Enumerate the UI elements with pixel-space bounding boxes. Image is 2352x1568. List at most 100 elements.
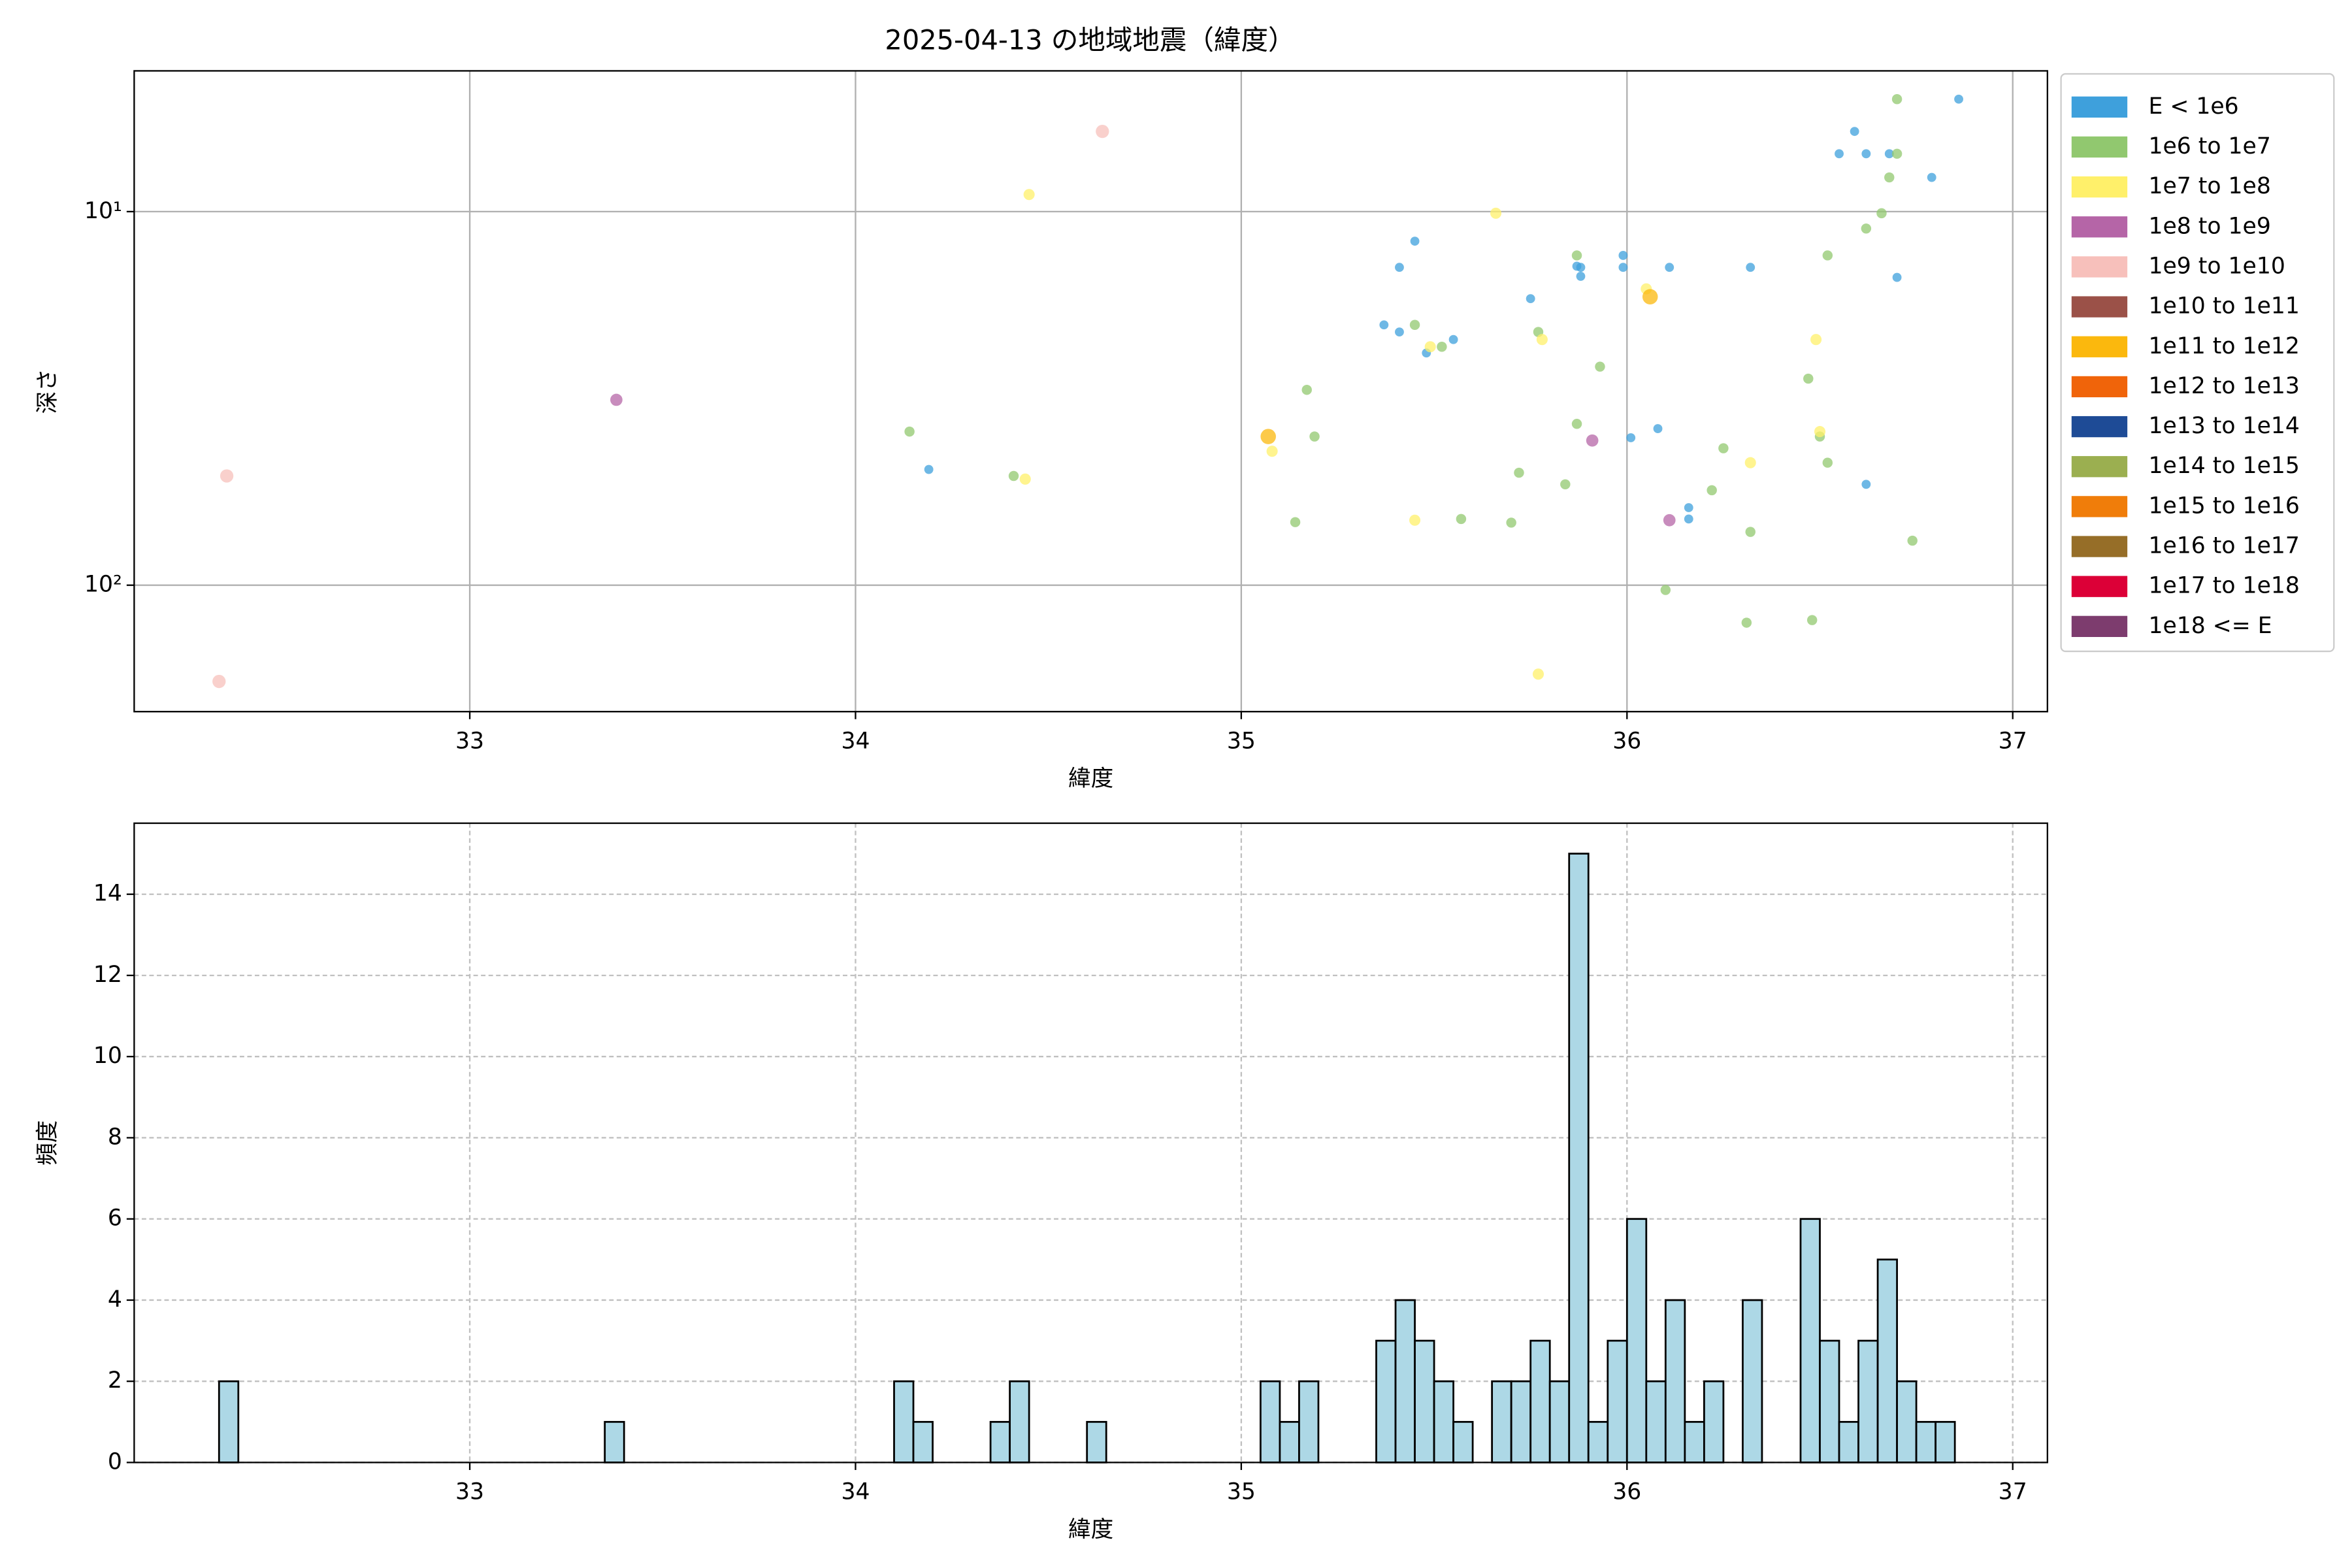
scatter-point	[1526, 294, 1535, 304]
scatter-point	[1618, 263, 1628, 272]
scatter-point	[1536, 334, 1548, 346]
y-tick-label: 4	[108, 1286, 122, 1313]
scatter-point	[1571, 419, 1582, 429]
histogram-bar	[1684, 1420, 1705, 1463]
scatter-point	[1746, 263, 1756, 272]
scatter-point	[1437, 341, 1447, 352]
histogram-bar	[1896, 1380, 1918, 1463]
x-axis-label: 緯度	[1068, 1516, 1113, 1543]
histogram-bar	[1857, 1339, 1879, 1463]
scatter-point	[1618, 251, 1628, 260]
histogram-bar	[1491, 1380, 1512, 1463]
scatter-point	[1448, 335, 1458, 344]
legend-label: 1e15 to 1e16	[2148, 493, 2299, 519]
histogram-bar	[1625, 1218, 1648, 1463]
x-tick-label: 34	[841, 1479, 870, 1505]
legend-label: E < 1e6	[2148, 93, 2238, 120]
histogram-bar	[1742, 1299, 1763, 1463]
x-tick-label: 33	[455, 728, 484, 754]
y-tick-label: 0	[108, 1448, 122, 1475]
x-tick-label: 36	[1612, 728, 1641, 754]
scatter-point	[1576, 263, 1586, 272]
y-tick-label: 2	[108, 1367, 122, 1394]
histogram-bar	[1935, 1420, 1956, 1463]
legend-swatch	[2071, 496, 2128, 517]
legend-swatch	[2071, 96, 2128, 118]
histogram-bar	[1510, 1380, 1532, 1463]
y-tick-label: 12	[93, 962, 122, 988]
legend-swatch	[2071, 296, 2128, 318]
histogram-bar	[1452, 1420, 1474, 1463]
scatter-point	[1409, 514, 1421, 526]
scatter-point	[1861, 149, 1871, 159]
y-axis-label: 頻度	[35, 1120, 61, 1166]
scatter-point	[1684, 514, 1693, 524]
legend-label: 1e9 to 1e10	[2148, 253, 2285, 279]
scatter-point	[1954, 94, 1963, 104]
legend-swatch	[2071, 416, 2128, 438]
scatter-point	[1008, 470, 1019, 482]
scatter-point	[1891, 148, 1903, 159]
x-axis-label: 緯度	[1068, 766, 1113, 792]
scatter-point	[1822, 457, 1833, 468]
scatter-point	[1810, 334, 1822, 346]
x-tick-label: 37	[1999, 1479, 2027, 1505]
scatter-point	[1876, 208, 1887, 219]
legend-swatch	[2071, 536, 2128, 557]
x-tick-label: 33	[455, 1479, 484, 1505]
histogram-bar	[912, 1420, 934, 1463]
legend-swatch	[2071, 176, 2128, 198]
legend-swatch	[2071, 336, 2128, 357]
legend-label: 1e13 to 1e14	[2148, 413, 2299, 439]
x-tick-label: 35	[1227, 728, 1256, 754]
legend-swatch	[2071, 615, 2128, 637]
histogram-bar	[1587, 1420, 1609, 1463]
scatter-point	[1023, 189, 1035, 201]
scatter-point	[1707, 485, 1717, 496]
histogram-bar	[1568, 853, 1590, 1463]
x-tick-label: 34	[841, 728, 870, 754]
scatter-point	[1861, 223, 1872, 234]
histogram-bar	[1645, 1380, 1667, 1463]
scatter-point	[1576, 271, 1586, 281]
scatter-point	[1642, 289, 1658, 304]
scatter-point	[1379, 320, 1389, 330]
y-tick-label: 10¹	[84, 198, 122, 224]
x-tick-label: 36	[1612, 1479, 1641, 1505]
scatter-point	[1571, 250, 1582, 261]
legend-swatch	[2071, 216, 2128, 238]
legend-label: 1e14 to 1e15	[2148, 453, 2299, 479]
scatter-point	[1665, 263, 1674, 272]
scatter-point	[1301, 384, 1312, 395]
scatter-point	[1266, 446, 1278, 457]
scatter-point	[1741, 617, 1752, 628]
axes-frame	[133, 70, 2048, 713]
histogram-bar	[1915, 1420, 1937, 1463]
scatter-point	[1410, 237, 1420, 246]
scatter-point	[1409, 319, 1420, 330]
scatter-point	[1309, 431, 1320, 442]
legend-label: 1e6 to 1e7	[2148, 133, 2270, 159]
histogram-bar	[1394, 1299, 1416, 1463]
scatter-point	[1907, 535, 1918, 546]
scatter-point	[1456, 514, 1467, 525]
scatter-point	[1861, 480, 1871, 489]
scatter-point	[1506, 517, 1516, 528]
scatter-point	[1884, 149, 1894, 159]
histogram-bar	[1433, 1380, 1454, 1463]
histogram-bar	[1298, 1380, 1320, 1463]
scatter-point	[1744, 457, 1756, 468]
scatter-point	[1424, 341, 1436, 353]
histogram-bar	[1375, 1339, 1397, 1463]
scatter-point	[1806, 615, 1818, 625]
legend-label: 1e17 to 1e18	[2148, 573, 2299, 599]
legend-swatch	[2071, 136, 2128, 158]
x-tick-label: 35	[1227, 1479, 1256, 1505]
legend-label: 1e16 to 1e17	[2148, 533, 2299, 559]
legend-swatch	[2071, 376, 2128, 398]
scatter-point	[1560, 479, 1571, 490]
legend-swatch	[2071, 256, 2128, 278]
x-tick-label: 37	[1999, 728, 2027, 754]
